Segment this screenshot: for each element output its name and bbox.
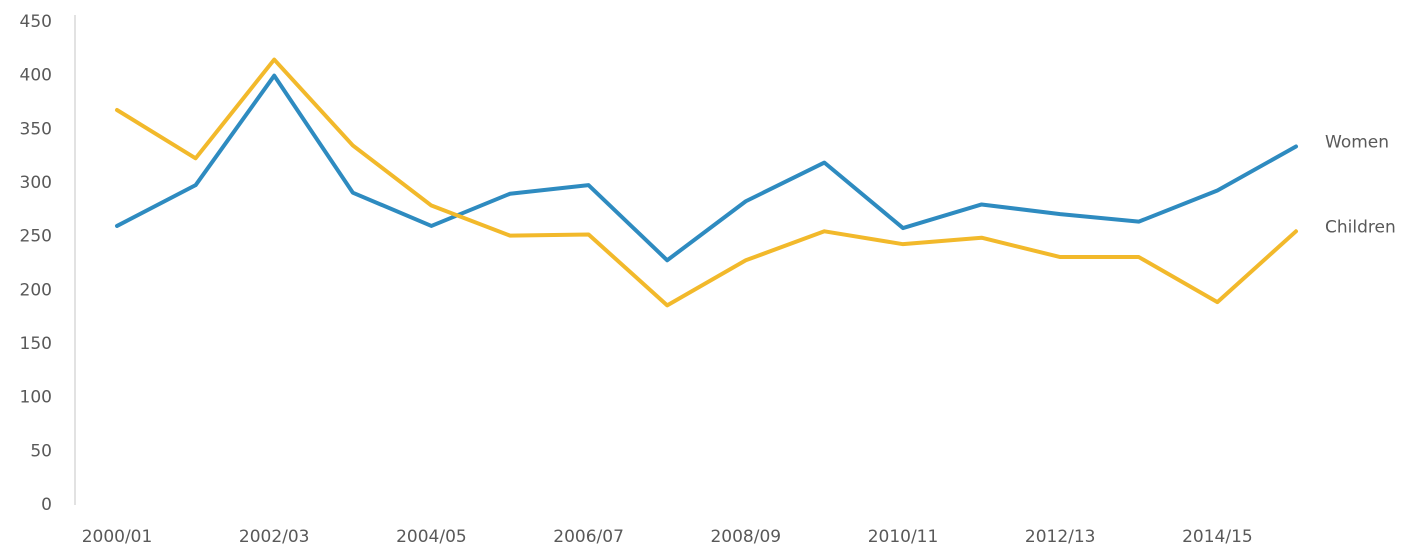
- y-tick-label: 350: [20, 119, 52, 139]
- x-tick-label: 2000/01: [82, 527, 153, 547]
- y-tick-label: 50: [30, 441, 52, 461]
- x-tick-label: 2010/11: [868, 527, 939, 547]
- y-tick-label: 450: [20, 12, 52, 32]
- y-tick-label: 300: [20, 173, 52, 193]
- y-tick-label: 200: [20, 280, 52, 300]
- series-line: [115, 73, 1298, 263]
- y-tick-label: 150: [20, 334, 52, 354]
- y-tick-label: 100: [20, 388, 52, 408]
- x-tick-label: 2014/15: [1182, 527, 1253, 547]
- series-label: Women: [1325, 133, 1389, 153]
- y-tick-label: 400: [20, 66, 52, 86]
- x-tick-label: 2012/13: [1025, 527, 1096, 547]
- x-tick-label: 2002/03: [239, 527, 310, 547]
- x-tick-label: 2006/07: [553, 527, 624, 547]
- series-line: [115, 57, 1298, 308]
- y-tick-label: 0: [41, 495, 52, 515]
- series-label: Children: [1325, 217, 1396, 237]
- x-tick-label: 2008/09: [710, 527, 781, 547]
- y-tick-label: 250: [20, 227, 52, 247]
- x-tick-label: 2004/05: [396, 527, 467, 547]
